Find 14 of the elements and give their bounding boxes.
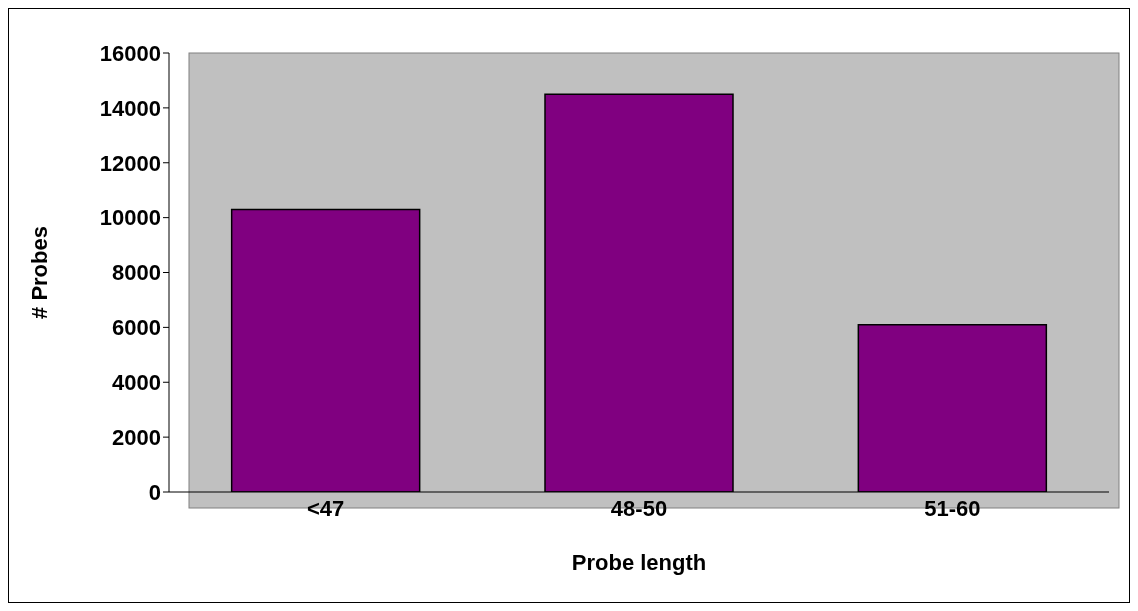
y-tick-label: 0 — [148, 479, 161, 505]
y-tick-label: 6000 — [112, 315, 161, 341]
y-tick-label: 16000 — [99, 40, 161, 66]
x-tick-label: 51-60 — [924, 495, 981, 521]
y-tick-label: 12000 — [99, 150, 161, 176]
y-axis-title: # Probes — [26, 226, 52, 319]
y-tick-label: 8000 — [112, 260, 161, 286]
y-tick-label: 14000 — [99, 95, 161, 121]
x-tick-label: <47 — [307, 495, 345, 521]
x-tick-label: 48-50 — [610, 495, 668, 521]
y-tick-label: 4000 — [112, 370, 161, 396]
y-tick-label: 10000 — [99, 205, 161, 231]
y-tick-label: 2000 — [112, 424, 161, 450]
x-axis-title: Probe length — [571, 550, 707, 575]
